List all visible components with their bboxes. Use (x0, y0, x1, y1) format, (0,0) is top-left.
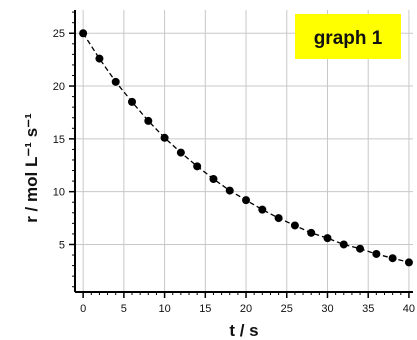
x-tick-label: 25 (281, 303, 293, 315)
data-point (323, 234, 332, 243)
data-point (356, 244, 365, 253)
data-markers (79, 29, 413, 267)
x-axis-title: t / s (229, 321, 258, 340)
data-point (242, 196, 251, 205)
data-point (160, 133, 169, 142)
data-point (128, 97, 137, 106)
tick-labels: 0 5 10 15 20 25 30 35 40 5 10 15 20 25 (53, 28, 415, 315)
data-point (95, 54, 104, 63)
y-tick-label: 10 (53, 187, 65, 199)
x-tick-label: 15 (199, 303, 211, 315)
data-point (290, 221, 299, 230)
data-point (258, 205, 267, 214)
data-point (144, 116, 153, 125)
data-point (225, 186, 234, 195)
data-point (209, 174, 218, 183)
x-tick-label: 10 (158, 303, 170, 315)
x-tick-label: 20 (240, 303, 252, 315)
data-point (339, 240, 348, 249)
x-tick-label: 35 (362, 303, 374, 315)
data-point (388, 254, 397, 263)
x-tick-label: 5 (121, 303, 127, 315)
graph-label-background (295, 14, 401, 59)
data-point (193, 162, 202, 171)
data-point (307, 228, 316, 237)
data-point (111, 77, 120, 86)
y-tick-label: 15 (53, 134, 65, 146)
data-point (79, 29, 88, 38)
graph-label: graph 1 (314, 28, 383, 49)
graph-label-box: graph 1 (295, 14, 401, 59)
y-axis-title: r / mol L⁻¹ s⁻¹ (22, 113, 41, 223)
y-tick-label: 5 (59, 239, 65, 251)
x-tick-label: 40 (403, 303, 415, 315)
y-tick-label: 25 (53, 28, 65, 40)
x-tick-label: 0 (80, 303, 86, 315)
y-tick-label: 20 (53, 81, 65, 93)
data-point (404, 258, 413, 267)
data-point (372, 249, 381, 258)
data-point (274, 214, 283, 223)
data-point (176, 148, 185, 157)
axes (69, 10, 413, 298)
x-tick-label: 30 (321, 303, 333, 315)
